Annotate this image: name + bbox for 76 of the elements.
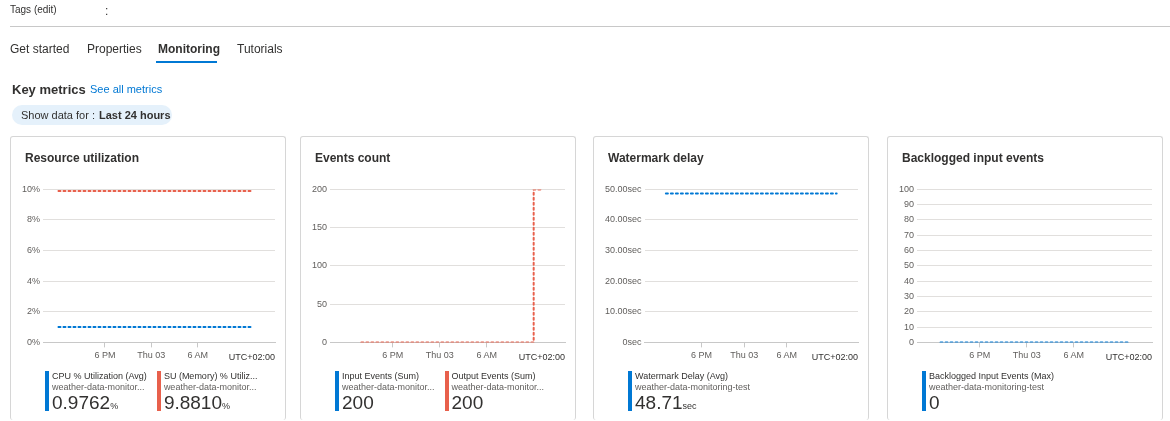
text: Show data for :: [21, 109, 95, 121]
y-tick-label: 20: [904, 306, 915, 317]
x-tick-label: Thu 03: [425, 350, 454, 361]
y-tick-label: 0sec: [622, 336, 643, 347]
text: weather-data-monitor...: [52, 382, 146, 393]
legend-label: Input Events (Sum): [342, 371, 421, 382]
y-tick-label: 20.00sec: [605, 275, 643, 286]
x-axis-title: UTC+02:00: [518, 352, 565, 363]
text: 200: [451, 392, 484, 413]
x-tick-label: 6 AM: [1063, 350, 1084, 361]
text: Monitoring: [158, 42, 220, 56]
text: Get started: [10, 42, 70, 56]
text: See all metrics: [90, 83, 163, 95]
legend-label: Backlogged Input Events (Max): [929, 371, 1055, 382]
legend-label: SU (Memory) % Utiliz...: [163, 371, 258, 382]
x-tick-label: Thu 03: [1012, 350, 1041, 361]
y-tick-label: 0: [909, 336, 915, 347]
text: Last 24 hours: [99, 109, 171, 121]
text: weather-data-monitor...: [342, 382, 435, 393]
y-tick-label: 10.00sec: [605, 306, 643, 317]
x-tick-label: Thu 03: [730, 350, 759, 361]
y-tick-label: 50: [904, 260, 915, 271]
x-axis-title: UTC+02:00: [1105, 352, 1152, 363]
text: 0: [929, 392, 940, 413]
text: weather-data-monitor...: [163, 382, 258, 393]
chart-title: Watermark delay: [608, 151, 704, 165]
x-tick-label: 6 AM: [187, 350, 208, 361]
y-tick-label: 150: [311, 222, 328, 233]
x-tick-label: 6 PM: [94, 350, 116, 361]
text: weather-data-monitor...: [451, 382, 545, 393]
y-tick-label: 200: [311, 183, 328, 194]
y-tick-label: 70: [904, 229, 915, 240]
text: :: [105, 4, 109, 18]
text: Properties: [87, 42, 142, 56]
y-tick-label: 60: [904, 245, 915, 256]
y-tick-label: 0: [322, 336, 328, 347]
y-tick-label: 90: [904, 199, 915, 210]
text: 200: [342, 392, 374, 413]
y-tick-label: 0%: [27, 336, 41, 347]
chart-title: Resource utilization: [25, 151, 140, 165]
text: weather-data-monitoring-test: [635, 382, 751, 393]
y-tick-label: 50.00sec: [605, 183, 643, 194]
y-tick-label: 6%: [27, 245, 41, 256]
text: 48.71sec: [635, 392, 697, 413]
y-tick-label: 30.00sec: [605, 245, 643, 256]
y-tick-label: 2%: [27, 306, 41, 317]
x-axis-title: UTC+02:00: [228, 352, 275, 363]
text: Tags (edit): [10, 4, 57, 15]
text: 0.9762%: [52, 392, 119, 413]
y-tick-label: 8%: [27, 214, 41, 225]
y-tick-label: 30: [904, 290, 915, 301]
y-tick-label: 10: [904, 321, 915, 332]
x-tick-label: 6 PM: [382, 350, 404, 361]
chart-title: Events count: [315, 151, 391, 165]
text: weather-data-monitoring-test: [929, 382, 1046, 393]
y-tick-label: 40.00sec: [605, 214, 643, 225]
y-tick-label: 100: [311, 260, 328, 271]
legend-label: CPU % Utilization (Avg): [52, 371, 147, 382]
text: Key metrics: [12, 82, 86, 97]
y-tick-label: 40: [904, 275, 915, 286]
y-tick-label: 10%: [22, 183, 41, 194]
x-tick-label: 6 PM: [690, 350, 712, 361]
y-tick-label: 4%: [27, 275, 41, 286]
y-tick-label: 100: [898, 183, 915, 194]
text: Tutorials: [237, 42, 283, 56]
x-tick-label: 6 AM: [476, 350, 497, 361]
chart-title: Backlogged input events: [902, 151, 1045, 165]
y-tick-label: 50: [317, 298, 328, 309]
x-tick-label: 6 PM: [969, 350, 991, 361]
y-tick-label: 80: [904, 214, 915, 225]
text: 9.8810%: [163, 392, 231, 413]
legend-label: Watermark Delay (Avg): [635, 371, 730, 382]
x-tick-label: 6 AM: [776, 350, 798, 361]
x-tick-label: Thu 03: [137, 350, 166, 361]
x-axis-title: UTC+02:00: [811, 352, 858, 363]
legend-label: Output Events (Sum): [451, 371, 537, 382]
